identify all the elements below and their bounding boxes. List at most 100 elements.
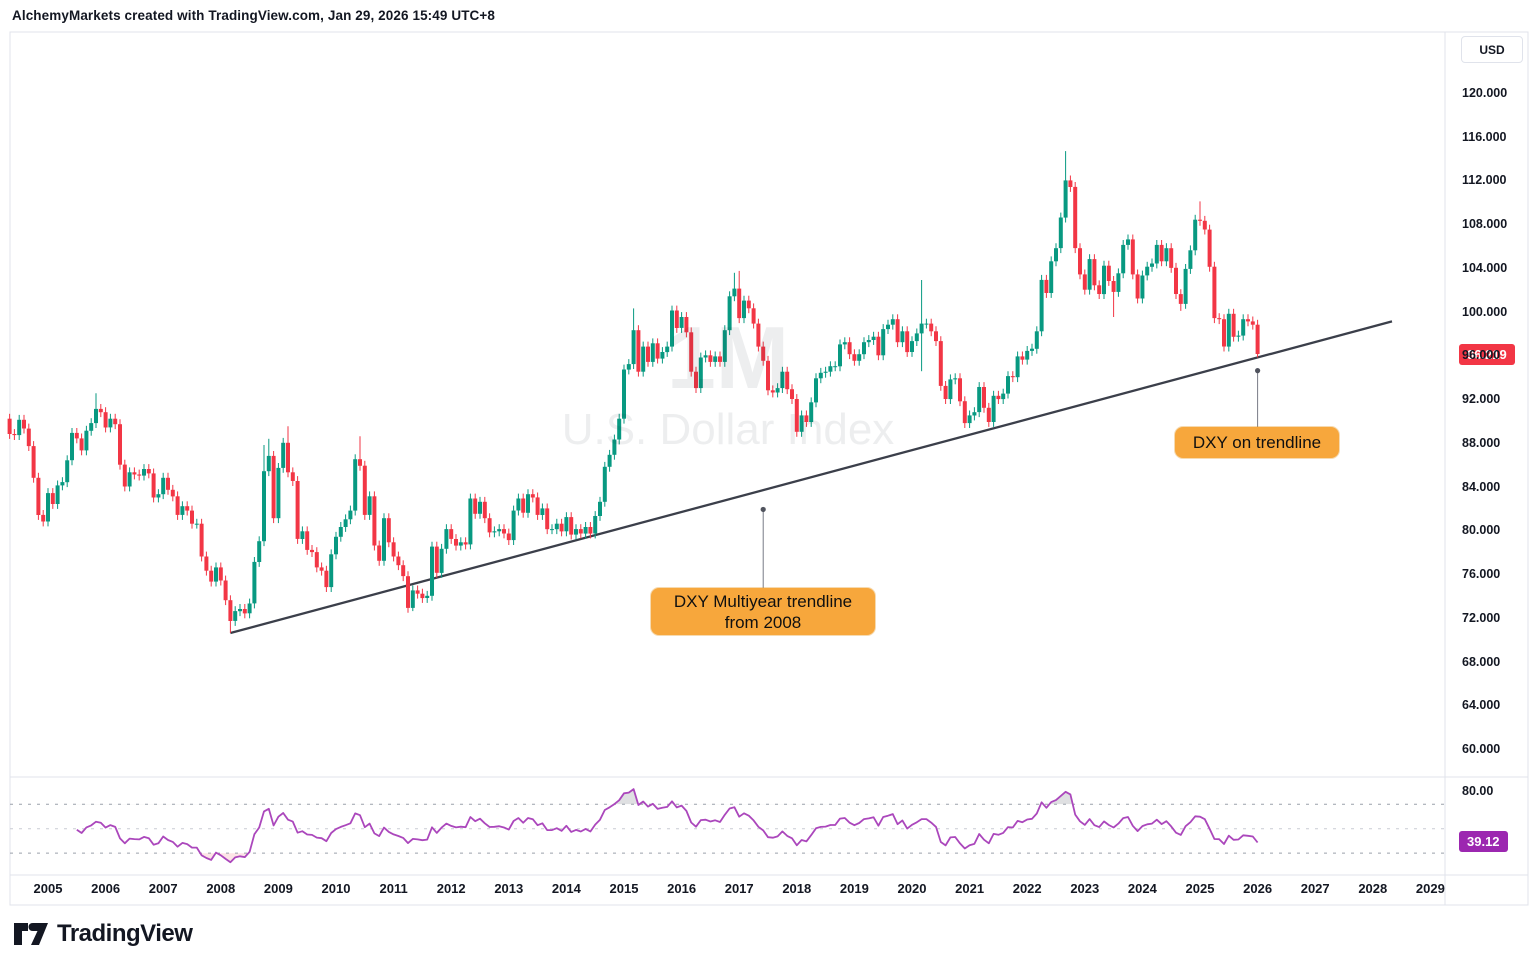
currency-toggle-button[interactable]: USD [1461, 36, 1523, 63]
year-label: 2006 [91, 881, 121, 896]
candle [238, 609, 242, 612]
candle [506, 533, 511, 541]
candle [876, 336, 881, 356]
candle [809, 402, 814, 422]
candle [410, 590, 415, 608]
candle [751, 308, 756, 324]
candle [127, 472, 132, 487]
candle [862, 342, 866, 355]
candle [1020, 356, 1025, 360]
candle [511, 510, 516, 541]
rsi-tick-label: 80.00 [1462, 784, 1494, 798]
candle [833, 366, 838, 368]
year-label: 2018 [782, 881, 812, 896]
rsi-line[interactable] [76, 788, 1259, 864]
candle [1054, 248, 1058, 262]
candle [886, 324, 890, 330]
candle [689, 332, 694, 372]
candle [1212, 266, 1217, 319]
candle [698, 357, 703, 389]
candle [919, 323, 924, 334]
candle [1025, 350, 1030, 360]
price-tick-label: 96.000 [1462, 348, 1501, 363]
rsi-value-badge: 39.12 [1459, 831, 1508, 853]
rsi-overbought-fill [76, 789, 1258, 805]
candle [247, 603, 252, 614]
candle [214, 567, 218, 582]
price-tick-label: 104.000 [1462, 260, 1508, 275]
multiyear-trendline[interactable] [230, 320, 1393, 635]
candle [1174, 267, 1178, 294]
candle [550, 529, 554, 531]
candle [838, 344, 842, 367]
year-label: 2029 [1415, 881, 1445, 896]
callout-anchor-dot[interactable] [760, 506, 766, 513]
candle [775, 388, 780, 393]
candle [914, 333, 919, 342]
candle [612, 439, 617, 455]
candle [60, 482, 65, 486]
candle [617, 418, 622, 440]
candle [535, 497, 540, 515]
candle [943, 385, 948, 399]
candle [1097, 285, 1102, 294]
candle [146, 469, 151, 474]
price-tick-label: 120.000 [1462, 86, 1508, 100]
year-label: 2016 [667, 881, 697, 896]
candle [286, 442, 290, 473]
candle [84, 430, 89, 451]
candle [1063, 180, 1068, 218]
candle [622, 369, 626, 419]
candle [684, 317, 689, 333]
candle [1116, 273, 1121, 292]
price-tick-label: 116.000 [1462, 129, 1507, 144]
candle [818, 372, 823, 379]
candle [1226, 313, 1231, 347]
candle [209, 570, 214, 582]
candle [1188, 250, 1193, 269]
price-tick-label: 76.000 [1462, 567, 1501, 582]
candle [482, 501, 487, 519]
tradingview-logo[interactable]: TradingView [14, 920, 193, 948]
candle [439, 548, 444, 573]
candle [31, 446, 36, 478]
candle [516, 498, 521, 511]
candle [324, 570, 329, 588]
callout-dxy-on-trendline[interactable]: DXY on trendline [1175, 427, 1339, 458]
candle [732, 288, 737, 297]
candle [79, 438, 84, 451]
candle [401, 565, 406, 577]
candle [425, 595, 430, 598]
candle [890, 319, 895, 325]
callout-anchor-dot[interactable] [1255, 368, 1261, 374]
year-label: 2009 [263, 881, 293, 896]
candle [991, 395, 996, 422]
candle [530, 494, 535, 498]
year-label: 2008 [206, 881, 236, 896]
candle [1068, 180, 1073, 187]
candle [1250, 321, 1255, 325]
year-label: 2012 [436, 881, 466, 896]
candle [718, 356, 722, 362]
callout-multiyear-trendline[interactable]: DXY Multiyear trendline from 2008 [651, 588, 875, 635]
candle [1073, 186, 1078, 249]
candle [1044, 279, 1049, 293]
candle [650, 343, 655, 362]
candle [22, 419, 26, 429]
candle [626, 364, 631, 370]
price-tick-label: 84.000 [1462, 479, 1501, 494]
candle [113, 418, 118, 425]
candle [70, 432, 74, 461]
candle [607, 454, 612, 467]
header-title: AlchemyMarkets created with TradingView.… [12, 8, 495, 23]
candle [1150, 263, 1154, 267]
candle [348, 510, 353, 520]
candle [396, 556, 401, 566]
candle [386, 518, 391, 543]
candle [228, 600, 233, 621]
candle [266, 455, 271, 472]
candle [12, 434, 17, 436]
candle [814, 378, 818, 403]
candle [1236, 335, 1241, 337]
